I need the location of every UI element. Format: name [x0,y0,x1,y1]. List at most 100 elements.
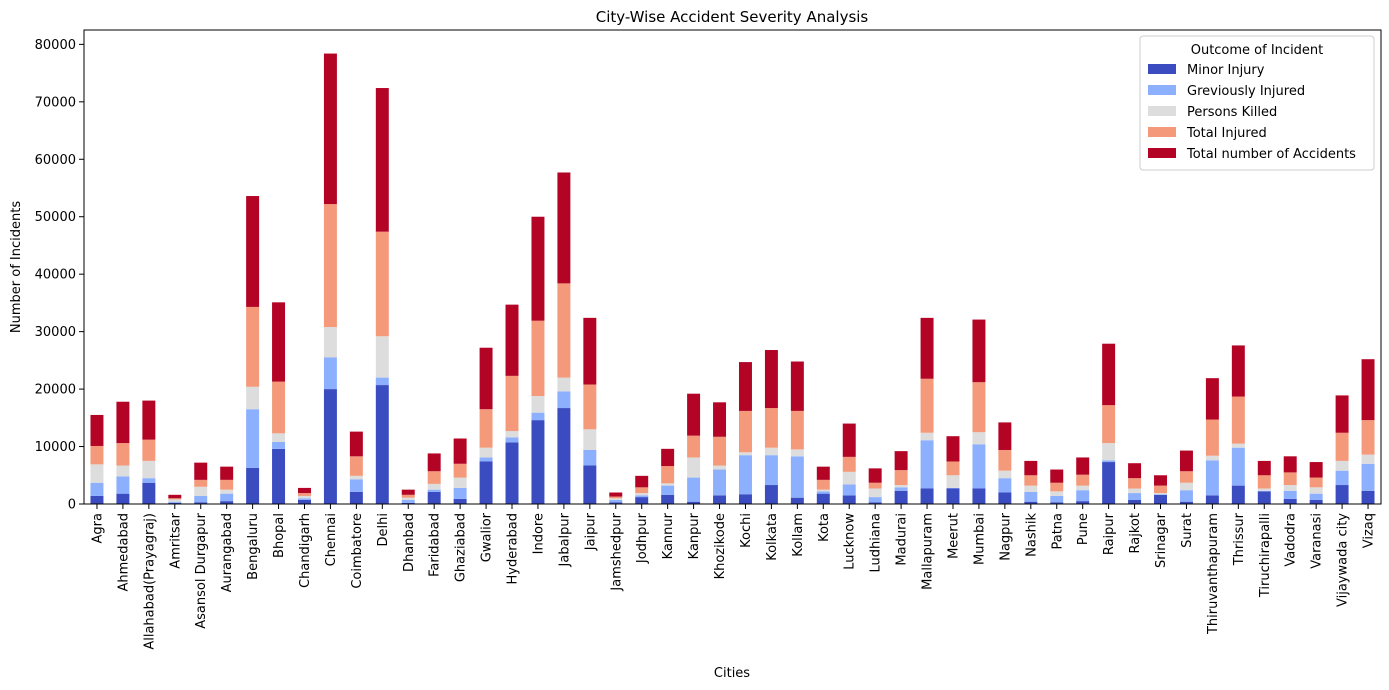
bar-1-3 [168,501,182,503]
x-tick-label: Jodhpur [635,512,650,564]
bar-4-31 [894,451,908,471]
y-axis: 0 10000 20000 30000 40000 50000 60000 70000 8000… [35,38,84,513]
bar-0-4 [194,502,208,504]
bar-1-11 [375,377,389,386]
bar-0-12 [401,502,415,504]
bar-4-28 [816,466,830,480]
bar-0-32 [920,488,934,504]
bar-0-16 [505,442,519,504]
x-axis: Agra Ahmedabad Allahabad(Prayagraj) Amritsa… [90,504,1377,650]
bar-4-7 [272,302,286,382]
bar-0-40 [1128,499,1142,504]
bar-2-24 [713,465,727,470]
bar-3-33 [946,461,960,476]
x-tick-label: Kolkata [765,513,780,561]
bar-0-28 [816,493,830,504]
x-tick-label: Thrissur [1232,512,1247,566]
bar-0-39 [1102,462,1116,504]
bar-1-39 [1102,460,1116,463]
legend-box [1139,35,1375,171]
bar-3-47 [1309,477,1323,488]
bar-4-45 [1257,460,1271,476]
bar-1-17 [531,412,545,421]
bar-4-29 [842,423,856,457]
bar-4-27 [790,361,804,411]
bar-0-45 [1257,491,1271,504]
x-tick-label: Vijaywada city [1336,513,1351,607]
bar-2-26 [764,447,778,456]
bar-2-42 [1179,482,1193,491]
legend-label: Persons Killed [1187,105,1277,120]
bar-3-43 [1205,419,1219,456]
x-tick-label: Varanasi [1310,513,1325,569]
bar-2-46 [1283,485,1297,491]
bar-4-32 [920,317,934,379]
legend-swatch [1148,127,1176,137]
bar-3-17 [531,320,545,396]
bar-0-48 [1335,485,1349,504]
bar-3-16 [505,375,519,432]
bar-2-31 [894,485,908,488]
x-tick-label: Madurai [895,513,910,566]
bar-1-36 [1024,491,1038,502]
x-tick-label: Mallapuram [921,513,936,590]
bar-4-15 [479,347,493,410]
bar-1-27 [790,456,804,498]
bar-3-6 [246,306,260,387]
x-tick-label: Faridabad [428,513,443,577]
bar-0-36 [1024,501,1038,504]
bar-0-43 [1205,495,1219,504]
bar-4-0 [90,414,104,446]
bar-2-47 [1309,487,1323,494]
bar-3-5 [220,479,234,490]
bar-0-3 [168,502,182,504]
x-tick-label: Delhi [376,513,391,546]
x-tick-label: Jaipur [583,512,598,551]
bar-0-5 [220,501,234,504]
bar-0-26 [764,485,778,504]
legend-label: Total Injured [1186,126,1267,141]
bar-4-1 [116,401,130,444]
bar-1-33 [946,487,960,489]
bar-1-22 [661,485,675,495]
bar-1-21 [635,495,649,498]
bar-2-35 [998,470,1012,479]
x-tick-label: Bengaluru [246,513,261,580]
bar-3-3 [168,498,182,500]
bar-2-12 [401,497,415,500]
bar-0-8 [298,499,311,504]
bar-2-40 [1128,488,1142,494]
bar-2-7 [272,433,286,442]
bar-2-29 [842,471,856,485]
bar-4-21 [635,475,649,488]
bar-0-22 [661,494,675,504]
bar-4-5 [220,466,234,480]
bar-4-3 [168,494,182,499]
bar-2-16 [505,431,519,438]
bar-4-2 [142,400,156,440]
bar-3-22 [661,466,675,484]
bar-1-15 [479,457,493,462]
bar-3-27 [790,410,804,450]
bar-3-15 [479,409,493,448]
bar-0-31 [894,490,908,504]
bar-3-13 [427,471,441,484]
x-tick-label: Jamshedpur [609,512,624,591]
bar-1-16 [505,437,519,443]
bar-0-41 [1154,494,1167,504]
bar-1-38 [1076,490,1090,502]
x-tick-label: Vadodra [1284,513,1299,567]
bar-3-44 [1231,396,1245,444]
bar-0-38 [1076,501,1090,504]
bar-4-18 [557,172,571,284]
x-axis-title: Cities [714,666,750,681]
bar-1-41 [1154,494,1167,495]
bar-0-15 [479,461,493,504]
bar-2-1 [116,465,130,477]
bar-0-0 [90,495,104,504]
bar-3-25 [738,410,752,453]
bar-4-23 [687,393,701,436]
bar-4-4 [194,462,208,480]
bar-layer [90,53,1375,504]
legend-swatch [1148,106,1176,116]
